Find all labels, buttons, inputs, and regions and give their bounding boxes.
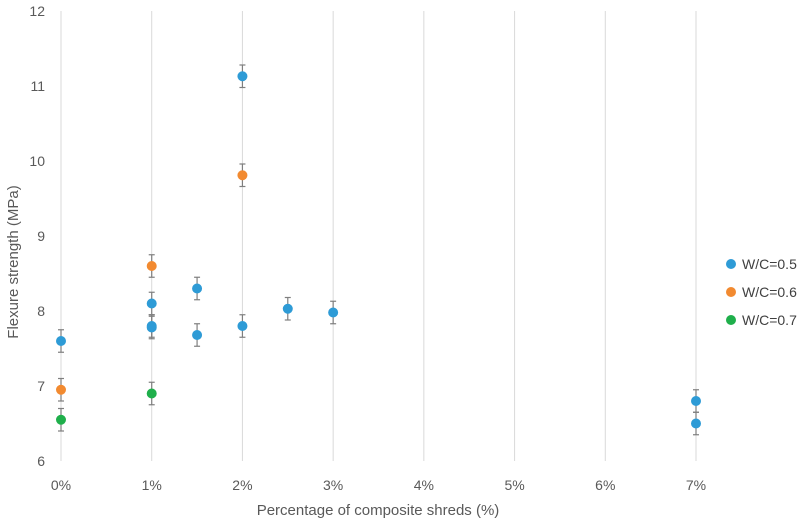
data-point bbox=[146, 388, 157, 399]
y-tick-label: 9 bbox=[37, 228, 45, 244]
data-point bbox=[328, 307, 339, 318]
x-tick-label: 2% bbox=[232, 477, 252, 493]
y-tick-label: 6 bbox=[37, 453, 45, 469]
x-axis-title: Percentage of composite shreds (%) bbox=[257, 502, 500, 519]
legend-marker bbox=[726, 259, 736, 269]
legend-label: W/C=0.5 bbox=[742, 256, 797, 272]
y-axis-ticks: 6 7 8 9 10 11 12 bbox=[29, 3, 45, 469]
x-tick-label: 1% bbox=[142, 477, 162, 493]
y-tick-label: 10 bbox=[29, 153, 45, 169]
data-point bbox=[146, 322, 157, 333]
x-tick-label: 0% bbox=[51, 477, 71, 493]
legend-label: W/C=0.7 bbox=[742, 312, 797, 328]
data-point bbox=[192, 330, 203, 340]
data-point bbox=[56, 414, 66, 425]
x-axis-ticks: 0% 1% 2% 3% 4% 5% 6% 7% bbox=[51, 477, 706, 493]
legend-label: W/C=0.6 bbox=[742, 284, 797, 300]
error-bars bbox=[58, 64, 699, 436]
data-point bbox=[282, 303, 293, 314]
data-point bbox=[691, 418, 701, 429]
data-points bbox=[56, 71, 701, 429]
y-axis-title: Flexure strength (MPa) bbox=[5, 185, 22, 338]
legend-marker bbox=[726, 315, 736, 325]
x-tick-label: 6% bbox=[595, 477, 615, 493]
x-tick-label: 3% bbox=[323, 477, 343, 493]
x-tick-label: 4% bbox=[414, 477, 434, 493]
data-point bbox=[237, 71, 248, 82]
x-tick-label: 7% bbox=[686, 477, 706, 493]
data-point bbox=[237, 321, 248, 331]
data-point bbox=[192, 283, 203, 294]
data-point bbox=[691, 396, 701, 406]
y-tick-label: 7 bbox=[37, 378, 45, 394]
x-tick-label: 5% bbox=[504, 477, 524, 493]
data-point bbox=[146, 298, 157, 309]
data-point bbox=[237, 170, 248, 181]
legend-marker bbox=[726, 287, 736, 297]
y-tick-label: 11 bbox=[30, 78, 45, 94]
data-point bbox=[146, 261, 157, 271]
data-point bbox=[56, 336, 66, 346]
legend: W/C=0.5 W/C=0.6 W/C=0.7 bbox=[726, 256, 797, 328]
data-point bbox=[56, 384, 66, 395]
y-tick-label: 8 bbox=[37, 303, 45, 319]
y-tick-label: 12 bbox=[29, 3, 45, 19]
